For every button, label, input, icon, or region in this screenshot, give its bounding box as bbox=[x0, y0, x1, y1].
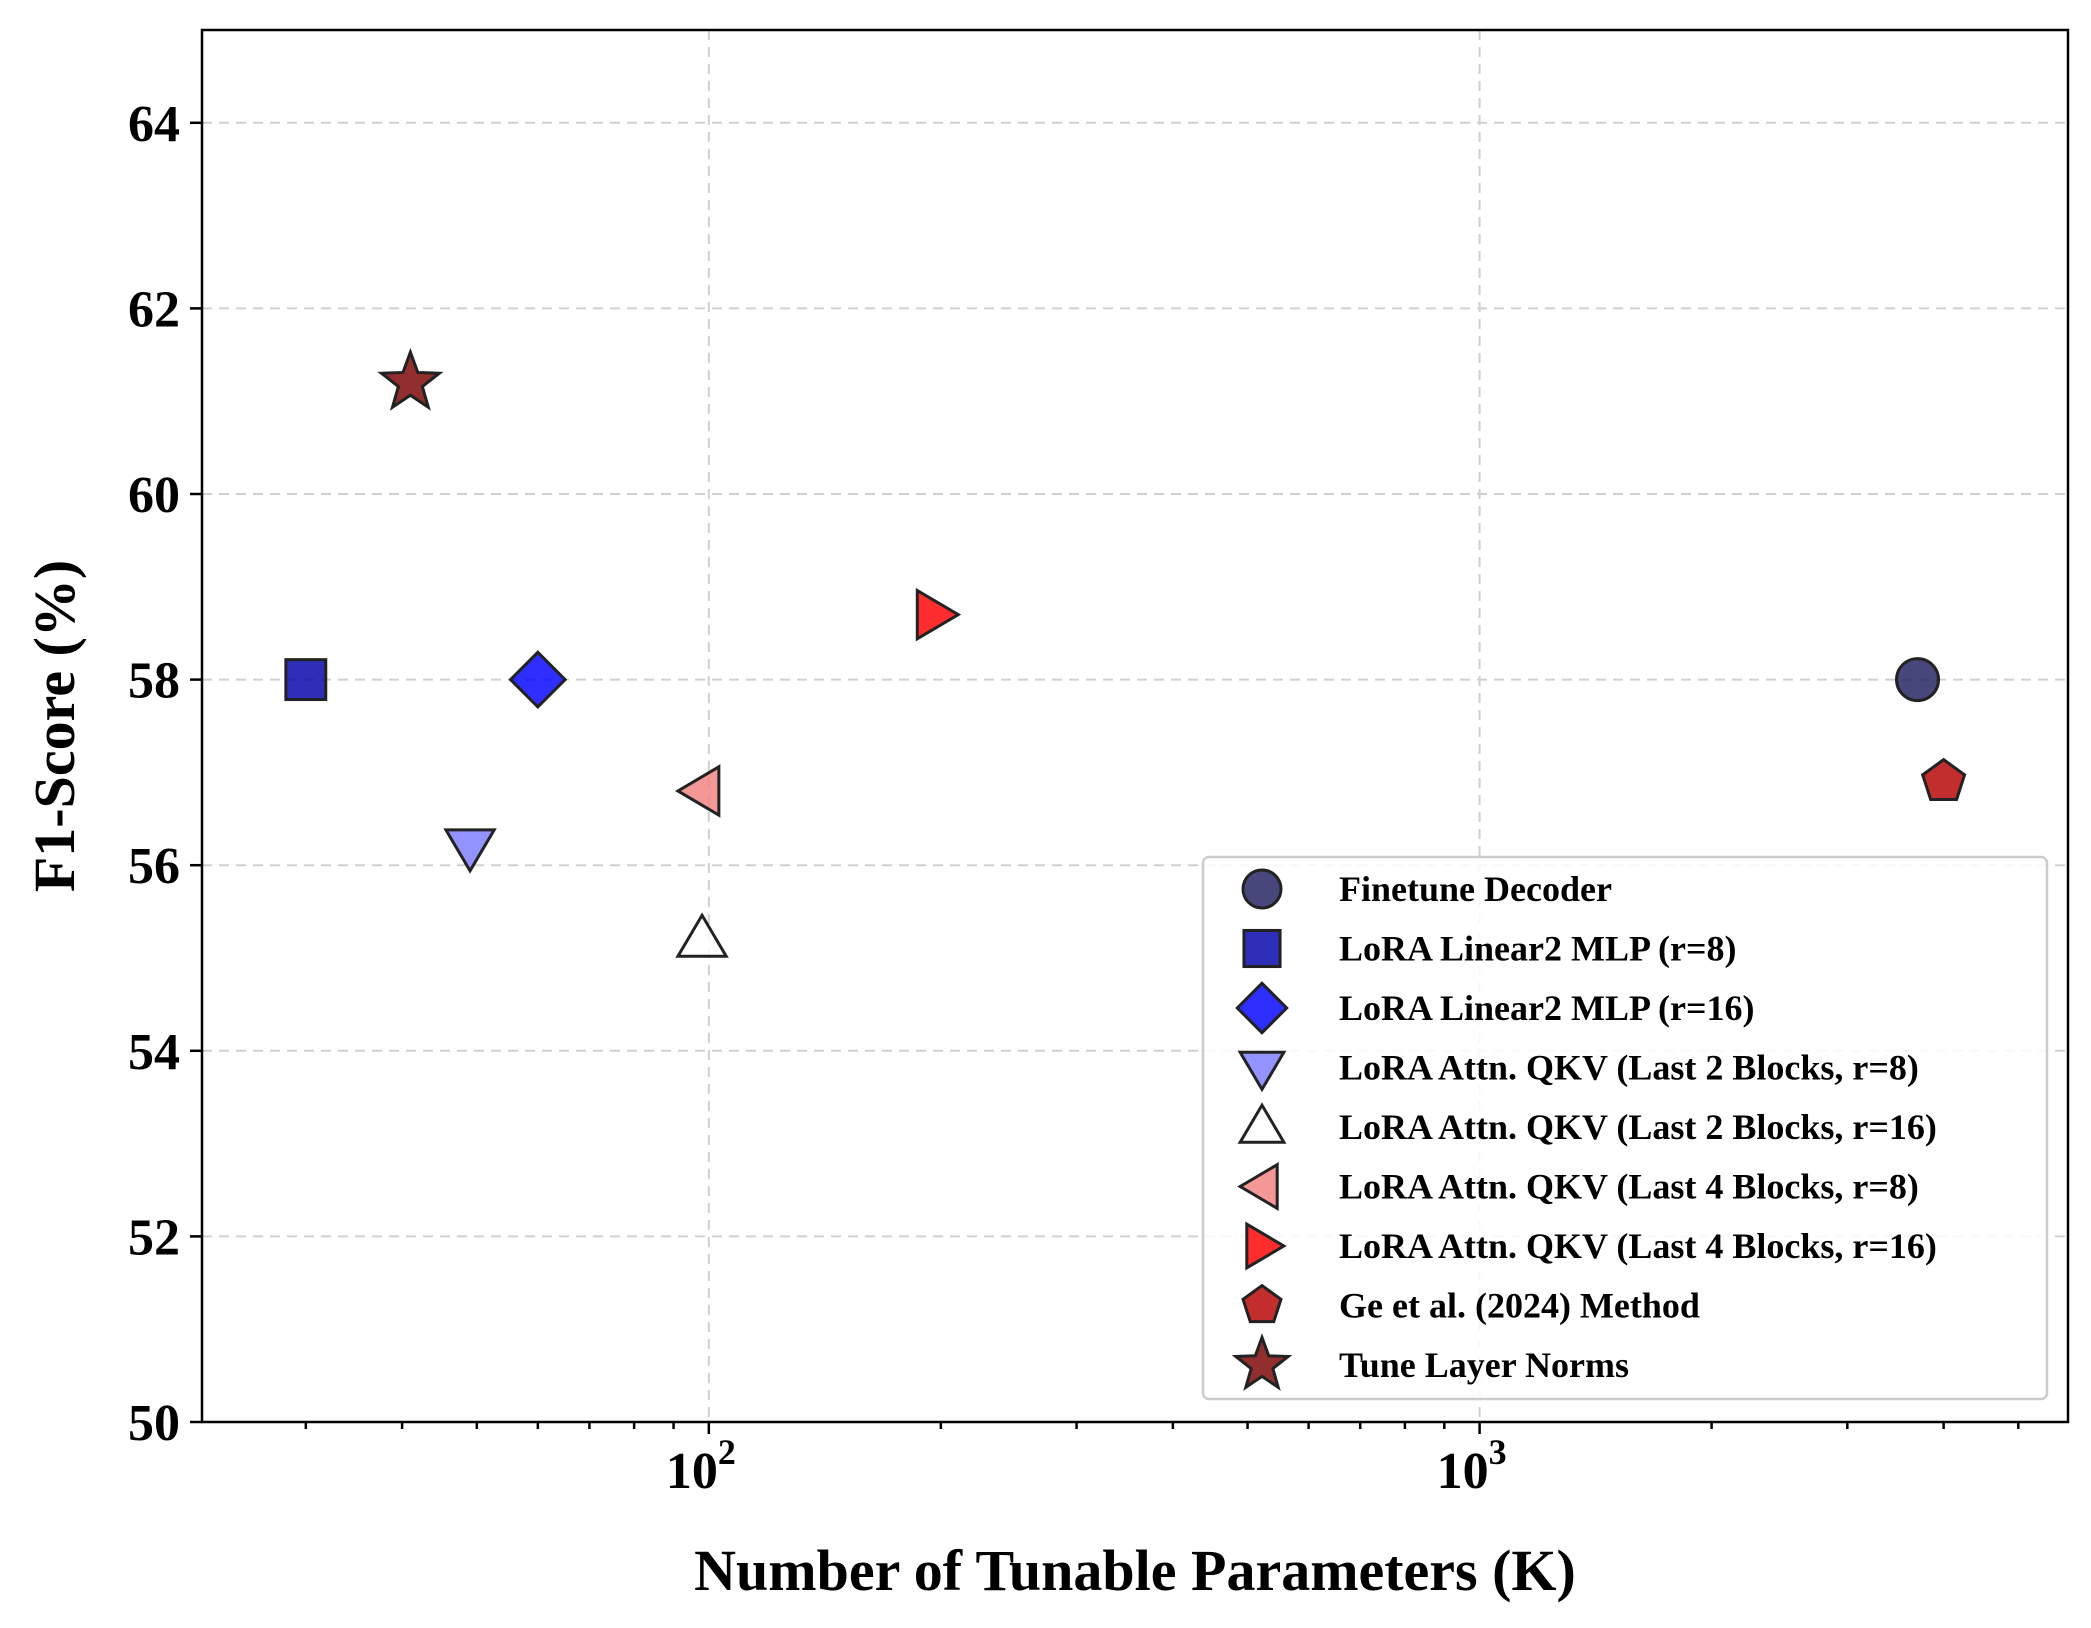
point-lora-linear2-mlp-r-16 bbox=[508, 650, 568, 710]
point-lora-attn-qkv-last-4-blocks-r-16 bbox=[915, 587, 962, 642]
y-tick-label: 58 bbox=[128, 653, 180, 710]
x-tick-label: 102 bbox=[666, 1432, 736, 1500]
data-points bbox=[284, 347, 1967, 958]
y-tick-label: 60 bbox=[128, 467, 180, 524]
legend-marker-lora-linear2-mlp-r-16 bbox=[1235, 981, 1289, 1035]
legend-marker-ge-et-al-2024-method bbox=[1241, 1283, 1283, 1324]
legend-label: Ge et al. (2024) Method bbox=[1339, 1286, 1700, 1326]
y-tick-label: 52 bbox=[128, 1209, 180, 1266]
point-lora-attn-qkv-last-4-blocks-r-8 bbox=[674, 764, 721, 818]
point-lora-attn-qkv-last-2-blocks-r-16 bbox=[675, 912, 729, 958]
legend-label: LoRA Linear2 MLP (r=8) bbox=[1339, 929, 1736, 969]
y-tick-label: 50 bbox=[128, 1395, 180, 1452]
legend-marker-finetune-decoder bbox=[1241, 868, 1283, 910]
legend-marker-lora-attn-qkv-last-2-blocks-r-16 bbox=[1237, 1102, 1287, 1144]
legend-marker-lora-attn-qkv-last-2-blocks-r-8 bbox=[1237, 1050, 1287, 1093]
point-ge-et-al-2024-method bbox=[1920, 757, 1967, 802]
point-tune-layer-norms bbox=[377, 347, 444, 411]
y-tick-label: 62 bbox=[128, 281, 180, 338]
point-lora-linear2-mlp-r-8 bbox=[284, 658, 328, 702]
point-lora-attn-qkv-last-2-blocks-r-8 bbox=[443, 828, 497, 874]
legend-label: Finetune Decoder bbox=[1339, 869, 1612, 909]
y-tick-label: 54 bbox=[128, 1024, 180, 1081]
y-tick-label: 56 bbox=[128, 838, 180, 895]
x-tick-label: 103 bbox=[1437, 1432, 1507, 1500]
point-finetune-decoder bbox=[1895, 657, 1941, 703]
legend-label: LoRA Attn. QKV (Last 2 Blocks, r=16) bbox=[1339, 1107, 1937, 1147]
legend-box bbox=[1201, 855, 2049, 1401]
legend-marker-lora-linear2-mlp-r-8 bbox=[1242, 928, 1282, 969]
legend-label: Tune Layer Norms bbox=[1339, 1345, 1629, 1385]
legend: Finetune Decoder LoRA Linear2 MLP (r=8) Lo… bbox=[1201, 855, 2049, 1401]
legend-label: LoRA Attn. QKV (Last 4 Blocks, r=16) bbox=[1339, 1226, 1937, 1266]
legend-label: LoRA Attn. QKV (Last 2 Blocks, r=8) bbox=[1339, 1048, 1919, 1088]
legend-marker-lora-attn-qkv-last-4-blocks-r-16 bbox=[1245, 1221, 1287, 1271]
y-tick-label: 64 bbox=[128, 96, 180, 153]
legend-marker-lora-attn-qkv-last-4-blocks-r-8 bbox=[1237, 1162, 1279, 1211]
plot-frame bbox=[200, 28, 2070, 1424]
legend-label: LoRA Attn. QKV (Last 4 Blocks, r=8) bbox=[1339, 1167, 1919, 1207]
y-axis-label: F1-Score (%) bbox=[22, 560, 87, 892]
axes: 50 52 54 56 58 60 62 64 102 103 bbox=[128, 96, 2020, 1500]
x-axis-label: Number of Tunable Parameters (K) bbox=[694, 1538, 1576, 1603]
legend-marker-tune-layer-norms bbox=[1231, 1333, 1293, 1391]
legend-label: LoRA Linear2 MLP (r=16) bbox=[1339, 988, 1754, 1028]
